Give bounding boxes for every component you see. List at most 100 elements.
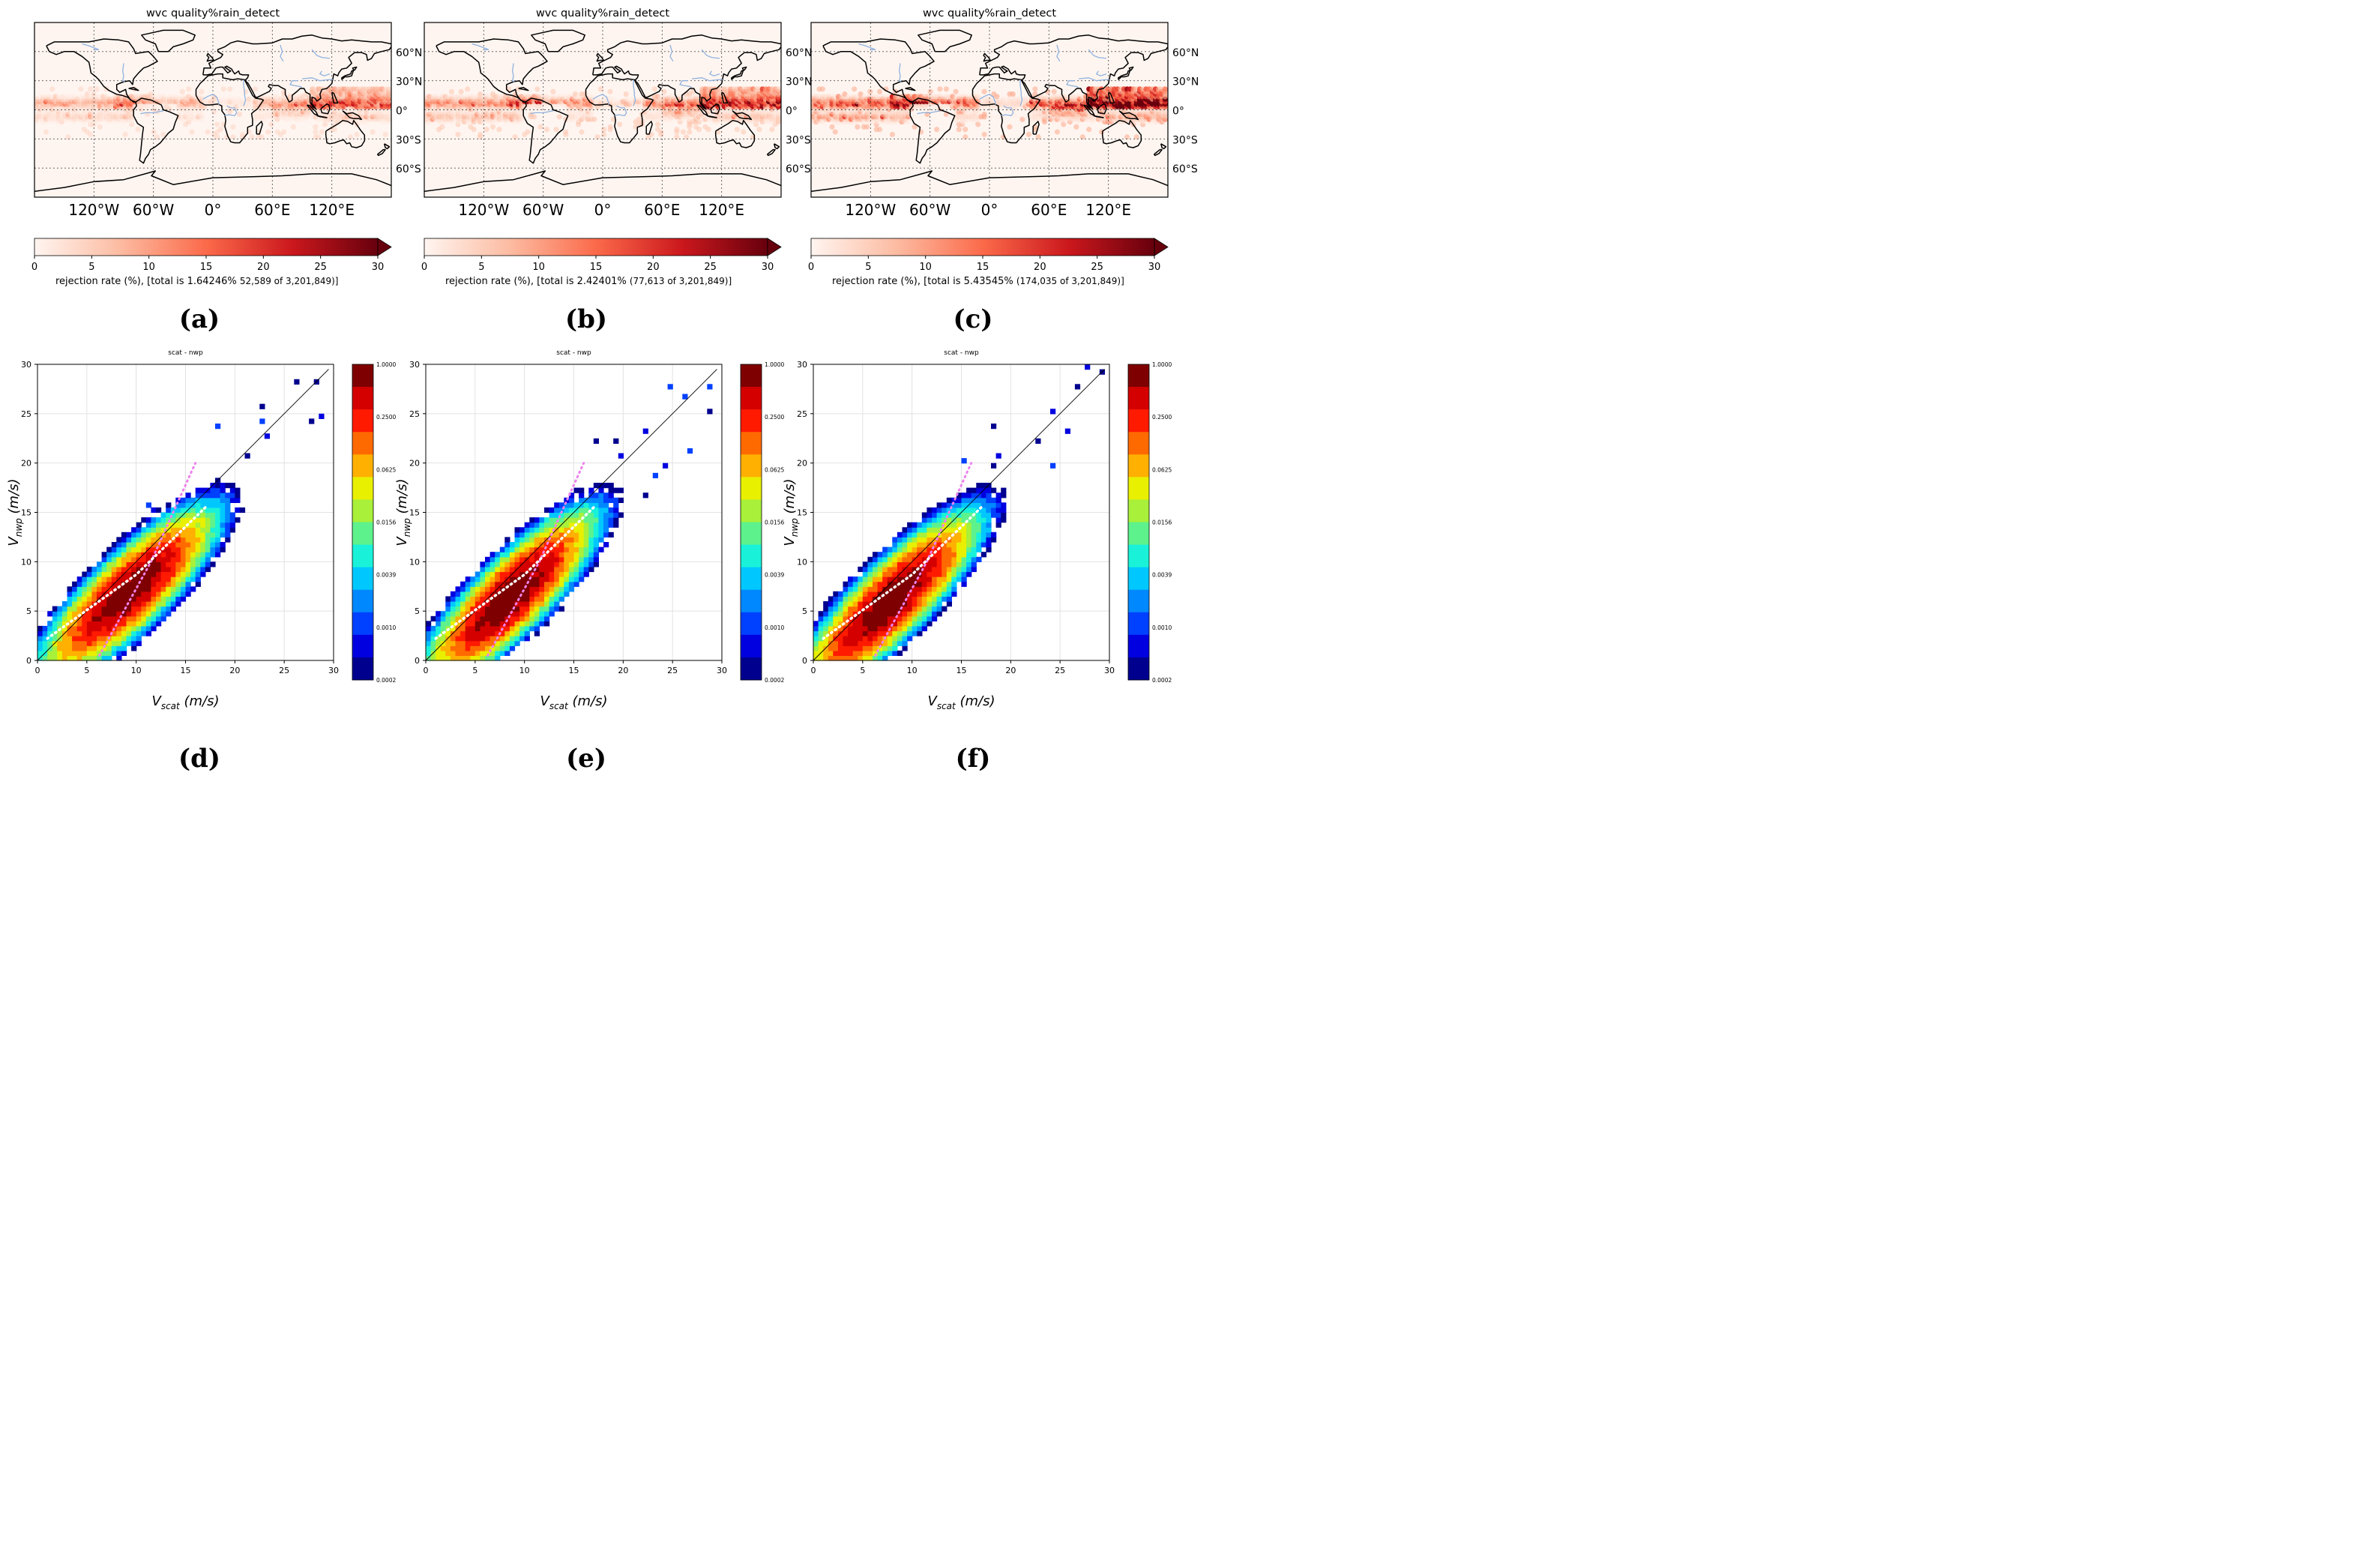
rejection-cell <box>991 103 997 109</box>
rejection-cell <box>518 114 525 120</box>
x-axis-label: Vscat (m/s) <box>152 693 220 711</box>
density-cell <box>91 615 97 621</box>
density-cell <box>131 576 137 582</box>
density-cell <box>534 576 540 582</box>
density-cell <box>504 556 510 562</box>
rejection-cell <box>262 116 268 122</box>
rejection-cell <box>607 88 613 94</box>
rejection-cell <box>531 114 537 120</box>
rejection-cell <box>214 134 220 140</box>
density-cell <box>160 537 166 543</box>
rejection-cell <box>832 109 838 115</box>
rejection-cell <box>927 103 933 109</box>
rejection-cell <box>382 131 388 137</box>
density-cell <box>495 655 501 661</box>
map-xtick-label: 120°W <box>68 201 119 219</box>
river <box>472 43 489 50</box>
density-cell <box>111 571 117 577</box>
density-cell <box>121 591 127 597</box>
rejection-cell <box>515 109 521 115</box>
density-cell <box>145 502 151 508</box>
density-cell <box>465 601 471 607</box>
density-cell <box>116 645 122 651</box>
density-cell <box>67 640 73 646</box>
density-cell <box>106 571 112 577</box>
density-cell <box>52 615 58 621</box>
density-cell <box>539 581 545 587</box>
rejection-cell <box>119 118 125 125</box>
rejection-cell <box>477 131 483 137</box>
density-cell <box>151 601 157 607</box>
density-cell <box>151 571 157 577</box>
density-cell <box>97 606 103 612</box>
rejection-cell <box>1010 101 1016 107</box>
rejection-cell <box>448 114 455 120</box>
density-cell <box>455 650 461 656</box>
rejection-cell <box>531 103 537 109</box>
density-cell <box>141 581 147 587</box>
density-cell <box>529 621 535 627</box>
rejection-cell <box>946 114 953 120</box>
density-cell <box>519 621 525 627</box>
rejection-cell <box>959 114 965 120</box>
density-cell <box>82 645 88 651</box>
rejection-cell <box>195 114 202 120</box>
rejection-cell <box>664 116 670 122</box>
density-cell <box>200 531 206 537</box>
coastline <box>256 121 263 135</box>
density-cell <box>460 636 466 642</box>
density-cell <box>450 621 457 627</box>
density-cell <box>470 596 476 602</box>
density-cell <box>489 621 495 627</box>
rejection-cell <box>252 86 259 92</box>
rejection-cell <box>553 127 559 133</box>
density-cell <box>504 586 510 592</box>
density-cell <box>499 596 505 602</box>
density-cell <box>145 566 151 573</box>
rejection-cell <box>65 134 71 140</box>
rejection-cell <box>347 134 354 140</box>
density-cell <box>534 621 540 627</box>
density-cell <box>205 537 211 543</box>
rejection-cell <box>331 114 337 120</box>
rejection-cell <box>905 118 912 125</box>
density-cell <box>156 601 162 607</box>
density-cell <box>156 566 162 573</box>
rejection-cell <box>1000 99 1007 105</box>
density-cell <box>97 591 103 597</box>
density-cell <box>141 601 147 607</box>
density-cell <box>215 546 221 552</box>
density-cell <box>519 531 525 537</box>
density-cell <box>61 606 68 612</box>
density-cell <box>180 531 187 537</box>
density-cell <box>106 615 112 621</box>
density-cell <box>480 571 486 577</box>
density-cell <box>544 606 550 612</box>
density-cell <box>455 655 461 661</box>
density-cell <box>106 581 112 587</box>
density-cell <box>91 566 97 573</box>
density-cell <box>489 615 495 621</box>
density-cell <box>141 527 147 533</box>
rejection-cell <box>43 114 49 120</box>
coastline <box>645 121 653 135</box>
density-cell <box>554 601 560 607</box>
density-cell <box>67 601 73 607</box>
rejection-cell <box>220 96 226 102</box>
density-cell <box>495 552 501 558</box>
rejection-cell <box>97 109 103 115</box>
density-cell <box>136 601 142 607</box>
colorbar-frame <box>352 364 374 681</box>
density-cell <box>86 566 92 573</box>
density-cell <box>445 611 451 617</box>
rejection-cell <box>677 118 683 125</box>
rejection-cell <box>636 96 642 102</box>
density-cell <box>170 546 176 552</box>
rejection-cell <box>189 129 195 135</box>
rejection-cell <box>100 111 106 118</box>
density-cell <box>544 552 550 558</box>
density-cell <box>475 596 480 602</box>
density-cell <box>175 542 181 548</box>
density-cell <box>465 650 471 656</box>
